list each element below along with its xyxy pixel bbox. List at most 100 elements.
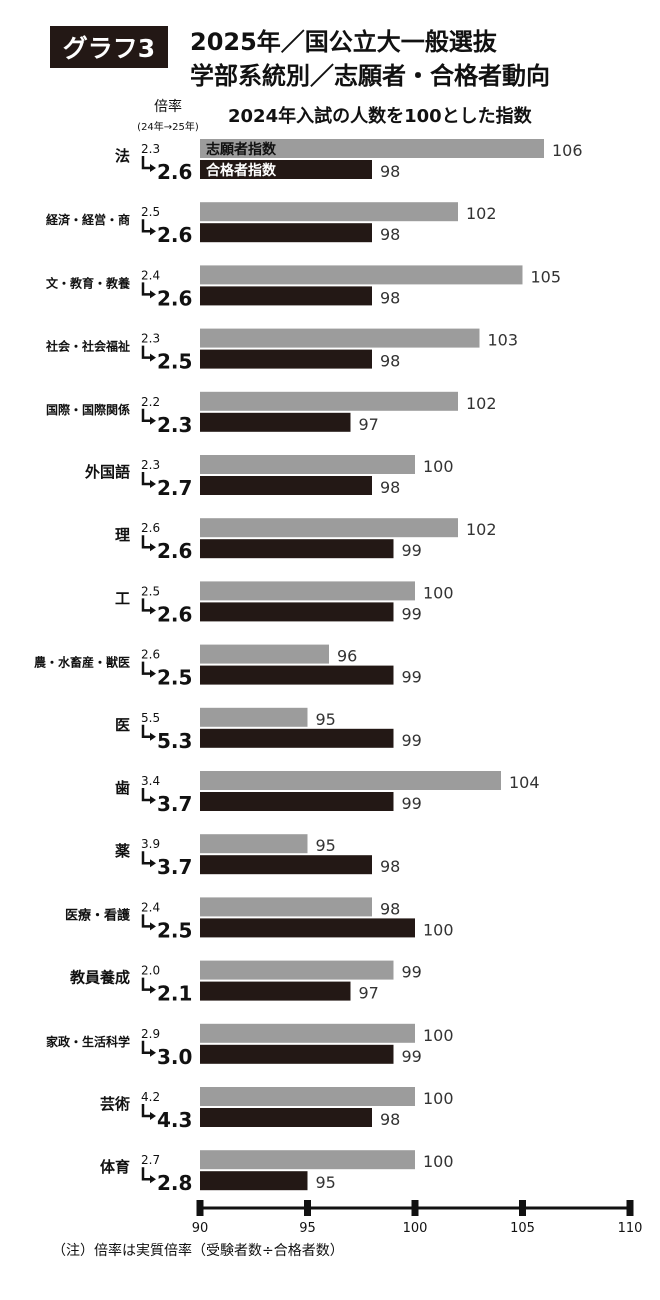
ratio-2025-label: 2.7 <box>157 476 192 500</box>
applicant-value-label: 96 <box>337 647 357 666</box>
ratio-2024-label: 2.5 <box>141 584 160 598</box>
passer-bar <box>200 539 394 559</box>
applicant-bar <box>200 960 394 980</box>
ratio-2024-label: 4.2 <box>141 1090 160 1104</box>
passer-bar <box>200 1171 308 1191</box>
applicant-bar <box>200 518 458 538</box>
passer-value-label: 99 <box>402 794 422 813</box>
applicant-value-label: 102 <box>466 520 497 539</box>
bend-arrow-icon <box>141 535 151 549</box>
bend-arrow-icon <box>141 661 151 675</box>
ratio-2024-label: 2.0 <box>141 964 160 978</box>
category-label: 文・教育・教養 <box>46 275 130 290</box>
arrow-head-icon <box>150 543 156 552</box>
applicant-value-label: 102 <box>466 204 497 223</box>
category-label: 理 <box>115 526 130 544</box>
ratio-2025-label: 5.3 <box>157 729 192 753</box>
bend-arrow-icon <box>141 788 151 802</box>
applicant-bar <box>200 1023 415 1043</box>
applicant-bar <box>200 1087 415 1106</box>
passer-bar <box>200 412 351 432</box>
passer-value-label: 99 <box>402 541 422 560</box>
ratio-2025-label: 3.0 <box>157 1045 192 1069</box>
applicant-bar <box>200 455 415 474</box>
category-label: 外国語 <box>84 463 130 481</box>
ratio-2024-label: 3.9 <box>141 837 160 851</box>
applicant-value-label: 100 <box>423 457 454 476</box>
bend-arrow-icon <box>141 472 151 486</box>
applicant-value-label: 102 <box>466 394 497 413</box>
x-axis-tick <box>626 1200 634 1216</box>
applicant-bar <box>200 1150 415 1170</box>
arrow-head-icon <box>150 985 156 994</box>
applicant-bar <box>200 834 308 854</box>
bend-arrow-icon <box>141 1104 151 1118</box>
applicant-bar <box>200 265 523 285</box>
passer-value-label: 98 <box>380 352 400 371</box>
applicant-bar <box>200 391 458 411</box>
bend-arrow-icon <box>141 1167 151 1181</box>
arrow-head-icon <box>150 227 156 236</box>
ratio-2024-label: 2.3 <box>141 458 160 472</box>
arrow-head-icon <box>150 1175 156 1184</box>
passer-bar <box>200 855 372 875</box>
bend-arrow-icon <box>141 1040 151 1055</box>
bend-arrow-icon <box>141 345 151 359</box>
x-axis-tick <box>196 1200 204 1216</box>
passer-bar <box>200 792 394 811</box>
passer-value-label: 99 <box>402 668 422 687</box>
applicant-value-label: 100 <box>423 1026 454 1045</box>
ratio-2025-label: 2.5 <box>157 350 192 374</box>
ratio-2025-label: 2.6 <box>157 223 192 247</box>
passer-value-label: 97 <box>359 984 379 1003</box>
passer-value-label: 98 <box>380 162 400 181</box>
category-label: 法 <box>115 147 130 165</box>
graph-number-badge: グラフ3 <box>50 26 168 68</box>
arrow-head-icon <box>150 164 156 172</box>
applicant-bar <box>200 581 415 601</box>
passer-bar <box>200 160 372 179</box>
category-label: 歯 <box>115 779 130 797</box>
category-label: 家政・生活科学 <box>46 1034 130 1049</box>
ratio-column-sublabel: (24年→25年) <box>137 122 199 133</box>
arrow-head-icon <box>150 353 156 362</box>
ratio-2025-label: 2.5 <box>157 918 192 942</box>
passer-value-label: 98 <box>380 478 400 497</box>
applicant-value-label: 95 <box>316 836 336 855</box>
arrow-head-icon <box>150 922 156 931</box>
passer-bar <box>200 286 372 306</box>
bend-arrow-icon <box>141 977 151 991</box>
bend-arrow-icon <box>141 914 151 928</box>
passer-value-label: 98 <box>380 857 400 876</box>
applicant-bar <box>200 202 458 222</box>
ratio-2024-label: 2.3 <box>141 332 160 346</box>
x-axis-tick <box>519 1200 526 1216</box>
category-label: 体育 <box>100 1158 130 1176</box>
ratio-2024-label: 2.7 <box>141 1153 160 1167</box>
passer-value-label: 95 <box>316 1173 336 1192</box>
ratio-2025-label: 3.7 <box>157 792 192 816</box>
x-axis-tick <box>411 1200 419 1216</box>
passer-bar <box>200 918 415 938</box>
ratio-2024-label: 2.6 <box>141 648 160 662</box>
category-label: 社会・社会福祉 <box>45 339 130 354</box>
applicant-value-label: 98 <box>380 899 400 918</box>
ratio-2024-label: 2.5 <box>141 205 160 219</box>
chart-subtitle: 2024年入試の人数を100とした指数 <box>228 106 532 127</box>
ratio-2025-label: 2.6 <box>157 160 192 184</box>
passer-bar <box>200 981 351 1001</box>
passer-bar <box>200 728 394 748</box>
applicant-bar <box>200 328 480 348</box>
legend-passer-label: 合格者指数 <box>206 162 277 179</box>
applicant-bar <box>200 771 501 790</box>
category-label: 経済・経営・商 <box>46 212 130 227</box>
passer-value-label: 99 <box>402 1047 422 1066</box>
ratio-2024-label: 5.5 <box>141 711 160 725</box>
arrow-head-icon <box>150 480 156 488</box>
x-axis-tick-label: 105 <box>510 1221 535 1236</box>
legend-applicant-label: 志願者指数 <box>206 141 277 158</box>
passer-bar <box>200 1044 394 1064</box>
ratio-2025-label: 4.3 <box>157 1108 192 1132</box>
bend-arrow-icon <box>141 598 151 612</box>
passer-value-label: 98 <box>380 1110 400 1129</box>
